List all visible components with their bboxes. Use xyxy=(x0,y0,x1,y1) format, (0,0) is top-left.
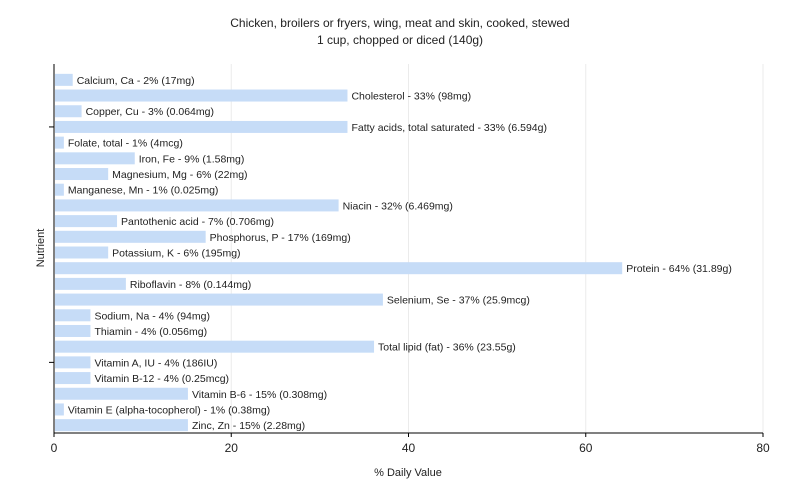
bars: Calcium, Ca - 2% (17mg) Cholesterol - 33%… xyxy=(55,73,732,432)
bar xyxy=(55,120,348,133)
bar xyxy=(55,168,109,181)
bar xyxy=(55,262,623,275)
x-tick-label: 60 xyxy=(579,441,593,455)
bar-label: Fatty acids, total saturated - 33% (6.59… xyxy=(351,122,547,134)
bar xyxy=(55,403,64,416)
bar xyxy=(55,356,91,369)
bar-label: Protein - 64% (31.89g) xyxy=(626,263,732,275)
bar xyxy=(55,293,383,306)
bar xyxy=(55,340,375,353)
bar-label: Thiamin - 4% (0.056mg) xyxy=(94,326,207,338)
bar-label: Vitamin A, IU - 4% (186IU) xyxy=(94,357,217,369)
x-tick-label: 0 xyxy=(51,441,58,455)
bar-label: Potassium, K - 6% (195mg) xyxy=(112,248,240,260)
bar-label: Niacin - 32% (6.469mg) xyxy=(343,200,453,212)
chart-title: Chicken, broilers or fryers, wing, meat … xyxy=(230,16,570,30)
x-tick-label: 40 xyxy=(402,441,416,455)
bar-label: Vitamin B-12 - 4% (0.25mcg) xyxy=(94,373,229,385)
bar-label: Total lipid (fat) - 36% (23.55g) xyxy=(378,342,516,354)
bar-label: Iron, Fe - 9% (1.58mg) xyxy=(139,153,245,165)
chart-subtitle: 1 cup, chopped or diced (140g) xyxy=(316,33,484,47)
bar-label: Phosphorus, P - 17% (169mg) xyxy=(210,232,351,244)
bar xyxy=(55,246,109,259)
bar xyxy=(55,230,206,243)
bar-label: Pantothenic acid - 7% (0.706mg) xyxy=(121,216,274,228)
bar-label: Manganese, Mn - 1% (0.025mg) xyxy=(68,185,219,197)
bar xyxy=(55,199,339,212)
bar xyxy=(55,152,135,165)
bar-label: Copper, Cu - 3% (0.064mg) xyxy=(86,106,214,118)
bar xyxy=(55,215,118,228)
bar xyxy=(55,277,126,290)
bar xyxy=(55,105,82,118)
bar-label: Selenium, Se - 37% (25.9mcg) xyxy=(387,295,530,307)
bar-label: Sodium, Na - 4% (94mg) xyxy=(94,310,210,322)
grid-lines xyxy=(230,64,764,433)
bar xyxy=(55,419,188,432)
bar xyxy=(55,387,188,400)
bar-label: Riboflavin - 8% (0.144mg) xyxy=(130,279,251,291)
bar-label: Vitamin E (alpha-tocopherol) - 1% (0.38m… xyxy=(68,404,270,416)
bar xyxy=(55,309,91,322)
x-tick-label: 80 xyxy=(756,441,770,455)
x-axis-label: % Daily Value xyxy=(374,467,442,479)
bar-label: Magnesium, Mg - 6% (22mg) xyxy=(112,169,247,181)
bar xyxy=(55,372,91,385)
y-axis-label: Nutrient xyxy=(35,229,47,268)
bar xyxy=(55,324,91,337)
bar xyxy=(55,183,64,196)
bar-label: Folate, total - 1% (4mcg) xyxy=(68,138,183,150)
bar-label: Vitamin B-6 - 15% (0.308mg) xyxy=(192,389,327,401)
bar-label: Calcium, Ca - 2% (17mg) xyxy=(77,75,195,87)
bar xyxy=(55,136,64,149)
bar xyxy=(55,73,73,86)
axes: 0 20 40 60 80 xyxy=(49,64,770,455)
bar xyxy=(55,89,348,102)
bar-label: Cholesterol - 33% (98mg) xyxy=(351,91,471,103)
bar-label: Zinc, Zn - 15% (2.28mg) xyxy=(192,420,305,432)
x-tick-label: 20 xyxy=(225,441,239,455)
